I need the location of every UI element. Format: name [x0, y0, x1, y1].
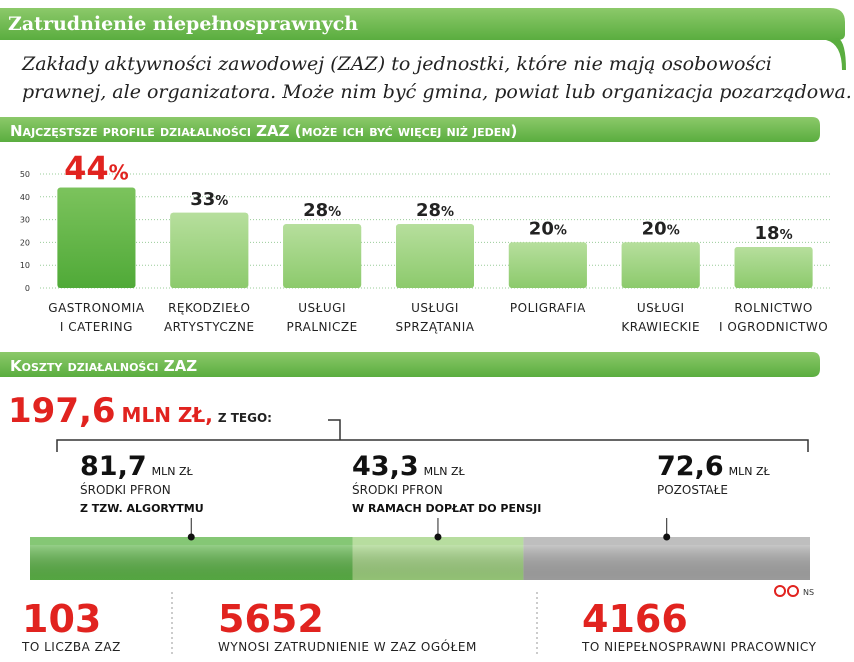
- value-unit: %: [667, 223, 680, 238]
- header-bar: [0, 8, 845, 40]
- bar-shade: [396, 224, 474, 288]
- bar-shade: [57, 187, 136, 288]
- credit-icons: [774, 585, 799, 597]
- intro-line: prawnej, ale organizatora. Może nim być …: [22, 81, 852, 103]
- bar-shade: [734, 246, 813, 288]
- y-tick-label: 20: [20, 238, 30, 247]
- cost-line2: W RAMACH DOPŁAT DO PENSJI: [352, 502, 541, 515]
- value-label: 18%: [755, 223, 793, 244]
- y-tick-label: 40: [20, 193, 30, 202]
- x-tick-label: I CATERING: [60, 320, 133, 334]
- cost-segment-top: [352, 537, 524, 545]
- bar-shade: [508, 242, 587, 288]
- cost-number: 81,7: [80, 451, 147, 482]
- value-unit: %: [441, 205, 454, 220]
- value-number: 18: [755, 223, 780, 244]
- total-line: 197,6 MLN ZŁ, Z TEGO:: [8, 391, 272, 431]
- value-unit: %: [328, 205, 341, 220]
- cost-number: 43,3: [352, 451, 419, 482]
- cost-segment-top: [523, 537, 810, 545]
- y-tick-label: 10: [20, 261, 30, 270]
- bar-shade: [170, 212, 249, 288]
- cost-line1: ŚRODKI PFRON: [352, 482, 443, 497]
- pointer-dot: [663, 533, 671, 541]
- value-label: 20%: [529, 218, 567, 239]
- header-tail: [826, 38, 846, 70]
- x-tick-label: USŁUGI: [637, 301, 685, 315]
- value-number: 28: [303, 200, 328, 221]
- value-number: 44: [64, 150, 109, 188]
- y-tick-label: 0: [25, 284, 30, 293]
- value-unit: %: [215, 194, 228, 209]
- stat-number: 103: [22, 597, 101, 641]
- cost-unit: MLN ZŁ: [729, 465, 771, 478]
- credit: NS: [803, 588, 814, 597]
- value-label: 44%: [64, 150, 129, 188]
- cost-segment-top: [30, 537, 353, 545]
- brace: [56, 419, 809, 452]
- chart-title: Najczęstsze profile działalności ZAZ (mo…: [10, 122, 517, 140]
- x-tick-label: KRAWIECKIE: [621, 320, 700, 334]
- value-unit: %: [780, 228, 793, 243]
- intro-line: Zakłady aktywności zawodowej (ZAZ) to je…: [21, 53, 772, 75]
- stat-number: 4166: [582, 597, 688, 641]
- x-tick-label: I OGRODNICTWO: [719, 320, 828, 334]
- section-bar: [0, 352, 820, 377]
- pointer-dot: [434, 533, 442, 541]
- value-label: 28%: [416, 200, 454, 221]
- cost-number: 72,6: [657, 451, 724, 482]
- x-tick-label: ROLNICTWO: [734, 301, 813, 315]
- stat-text: TO NIEPEŁNOSPRAWNI PRACOWNICY: [581, 640, 817, 654]
- section-title: Koszty działalności ZAZ: [10, 357, 197, 375]
- header-title: Zatrudnienie niepełnosprawnych: [8, 13, 358, 35]
- x-tick-label: ARTYSTYCZNE: [164, 320, 255, 334]
- stat-number: 5652: [218, 597, 324, 641]
- value-label: 28%: [303, 200, 341, 221]
- cost-line2: Z TZW. ALGORYTMU: [80, 502, 204, 515]
- stat-text: TO LICZBA ZAZ: [21, 640, 121, 654]
- cost-unit: MLN ZŁ: [424, 465, 466, 478]
- slab-shade: [30, 545, 810, 580]
- value-number: 20: [529, 218, 554, 239]
- cost-line1: POZOSTAŁE: [657, 483, 728, 497]
- value-unit: %: [554, 223, 567, 238]
- bar-shade: [621, 242, 700, 288]
- stat-text: WYNOSI ZATRUDNIENIE W ZAZ OGÓŁEM: [218, 639, 477, 654]
- total-unit: MLN ZŁ,: [122, 403, 213, 427]
- x-tick-label: RĘKODZIEŁO: [168, 301, 250, 315]
- value-label: 20%: [642, 218, 680, 239]
- bar-shade: [283, 224, 362, 288]
- cost-line1: ŚRODKI PFRON: [80, 482, 171, 497]
- y-tick-label: 30: [20, 216, 30, 225]
- section-bar: [0, 117, 820, 142]
- value-number: 33: [190, 189, 215, 210]
- x-tick-label: USŁUGI: [411, 301, 459, 315]
- x-tick-label: SPRZĄTANIA: [395, 320, 474, 334]
- total-number: 197,6: [8, 391, 116, 431]
- value-number: 28: [416, 200, 441, 221]
- x-tick-label: POLIGRAFIA: [510, 301, 586, 315]
- cost-value: 72,6 MLN ZŁ: [657, 451, 771, 482]
- x-tick-label: GASTRONOMIA: [48, 301, 145, 315]
- cost-unit: MLN ZŁ: [152, 465, 194, 478]
- of-which: Z TEGO:: [218, 411, 272, 425]
- value-label: 33%: [190, 189, 228, 210]
- value-number: 20: [642, 218, 667, 239]
- cost-value: 81,7 MLN ZŁ: [80, 451, 194, 482]
- pointer-dot: [187, 533, 195, 541]
- value-unit: %: [109, 161, 129, 185]
- x-tick-label: USŁUGI: [298, 301, 346, 315]
- y-tick-label: 50: [20, 170, 30, 179]
- cost-value: 43,3 MLN ZŁ: [352, 451, 466, 482]
- x-tick-label: PRALNICZE: [287, 320, 358, 334]
